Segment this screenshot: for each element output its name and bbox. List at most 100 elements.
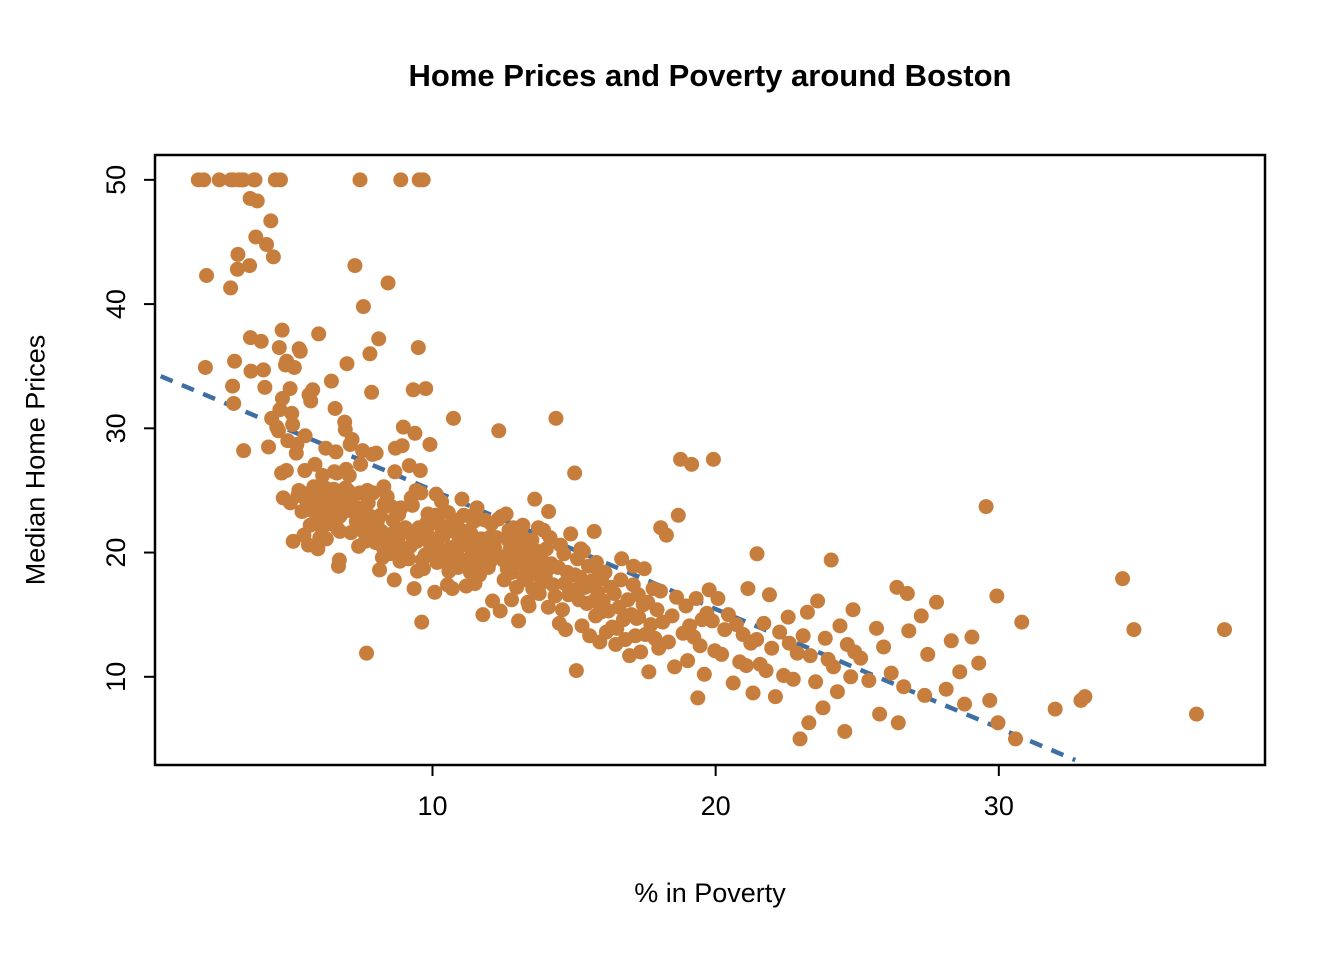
data-point: [339, 356, 355, 372]
data-point: [386, 572, 402, 588]
data-point: [248, 229, 264, 245]
data-point: [641, 664, 657, 680]
data-point: [989, 588, 1005, 604]
data-point: [548, 410, 564, 426]
data-point: [929, 594, 945, 610]
data-point: [558, 622, 574, 638]
data-point: [597, 564, 613, 580]
y-tick-label: 20: [101, 538, 131, 568]
data-point: [352, 172, 368, 188]
data-point: [364, 384, 380, 400]
data-point: [817, 630, 833, 646]
data-point: [1077, 689, 1093, 705]
data-point: [271, 340, 287, 356]
x-tick-label: 10: [417, 791, 447, 821]
data-point: [952, 664, 968, 680]
data-point: [633, 644, 649, 660]
data-point: [328, 444, 344, 460]
data-point: [347, 258, 363, 274]
data-point: [259, 236, 275, 252]
data-point: [899, 586, 915, 602]
data-point: [492, 603, 508, 619]
data-point: [511, 613, 527, 629]
data-point: [690, 690, 706, 706]
data-point: [745, 685, 761, 701]
data-point: [225, 378, 241, 394]
data-point: [843, 669, 859, 685]
data-point: [545, 577, 561, 593]
data-point: [664, 608, 680, 624]
data-point: [1115, 571, 1131, 587]
data-point: [964, 629, 980, 645]
data-point: [272, 402, 288, 418]
data-point: [649, 602, 665, 618]
y-tick-label: 30: [101, 413, 131, 443]
y-tick-label: 50: [101, 165, 131, 195]
data-point: [521, 598, 537, 614]
data-point: [810, 593, 826, 609]
data-point: [355, 299, 371, 315]
data-point: [696, 666, 712, 682]
data-point: [825, 659, 841, 675]
data-point: [756, 615, 772, 631]
data-point: [890, 715, 906, 731]
data-point: [795, 628, 811, 644]
data-point: [710, 591, 726, 607]
data-point: [413, 485, 429, 501]
data-point: [614, 551, 630, 567]
data-point: [297, 428, 313, 444]
data-point: [310, 541, 326, 557]
data-point: [785, 671, 801, 687]
data-point: [556, 546, 572, 562]
data-point: [282, 381, 298, 397]
data-point: [717, 622, 733, 638]
data-point: [272, 172, 288, 188]
data-point: [978, 499, 994, 515]
data-point: [393, 172, 409, 188]
data-point: [667, 659, 683, 675]
data-point: [684, 456, 700, 472]
x-tick-label: 20: [701, 791, 731, 821]
data-point: [799, 604, 815, 620]
data-point: [780, 609, 796, 625]
data-point: [292, 343, 308, 359]
data-point: [913, 608, 929, 624]
data-point: [740, 581, 756, 597]
data-point: [242, 258, 258, 274]
data-point: [767, 689, 783, 705]
data-point: [761, 587, 777, 603]
data-point: [845, 602, 861, 618]
data-point: [393, 500, 409, 516]
data-point: [540, 599, 556, 615]
data-point: [636, 561, 652, 577]
data-point: [286, 359, 302, 375]
data-point: [704, 613, 720, 629]
data-point: [943, 633, 959, 649]
data-point: [982, 692, 998, 708]
data-point: [802, 648, 818, 664]
data-point: [445, 410, 461, 426]
data-point: [586, 523, 602, 539]
data-point: [415, 561, 431, 577]
y-tick-label: 40: [101, 289, 131, 319]
data-point: [223, 280, 239, 296]
data-point: [792, 731, 808, 747]
data-point: [764, 640, 780, 656]
data-point: [327, 400, 343, 416]
y-tick-label: 10: [101, 662, 131, 692]
data-point: [563, 526, 579, 542]
data-point: [714, 646, 730, 662]
data-point: [395, 419, 411, 435]
data-point: [353, 456, 369, 472]
data-point: [1008, 731, 1024, 747]
data-point: [504, 592, 520, 608]
data-point: [749, 632, 765, 648]
data-point: [829, 684, 845, 700]
data-point: [658, 527, 674, 543]
data-point: [226, 395, 242, 411]
x-tick-label: 30: [984, 791, 1014, 821]
data-point: [311, 326, 327, 342]
data-point: [705, 451, 721, 467]
y-axis-label: Median Home Prices: [20, 334, 51, 586]
